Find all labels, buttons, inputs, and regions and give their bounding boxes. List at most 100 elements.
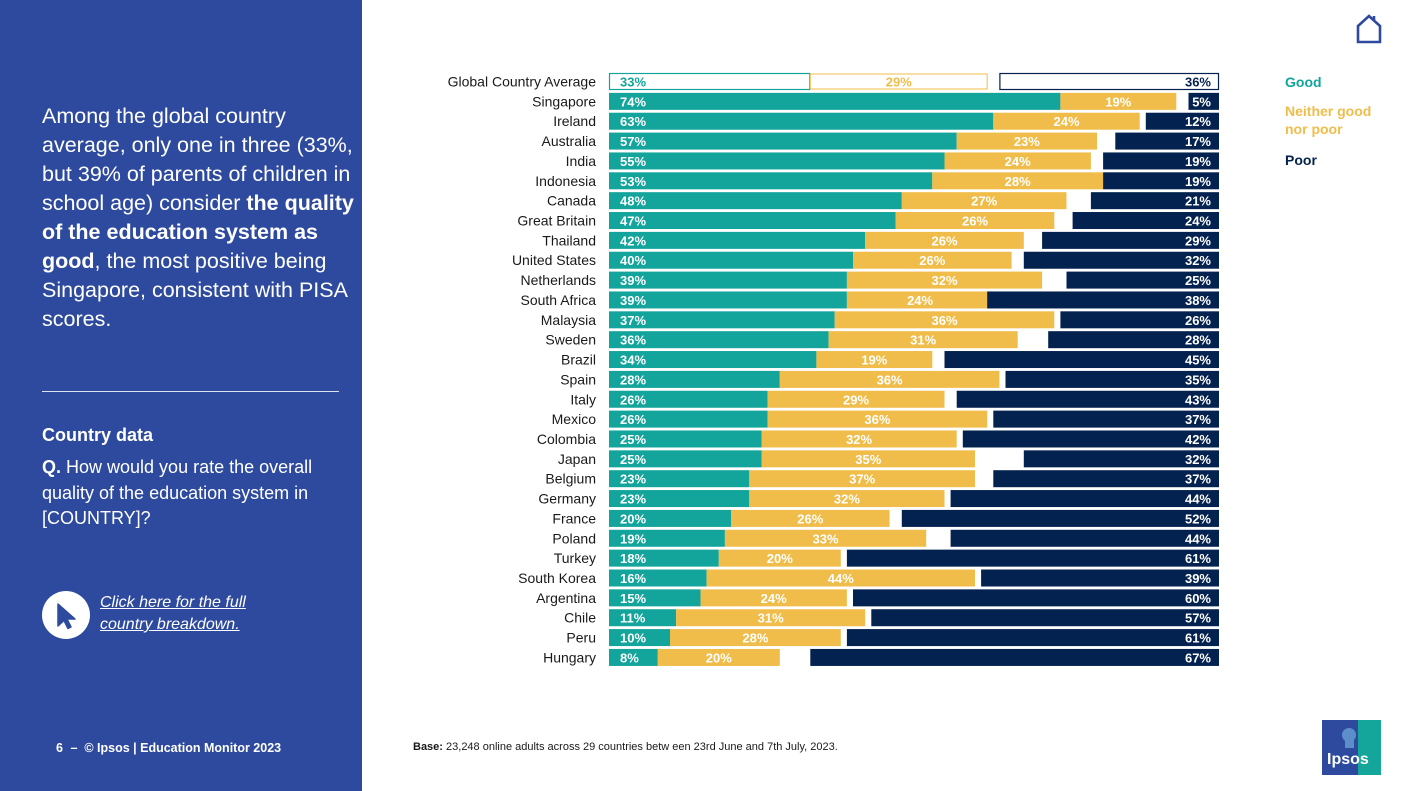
category-label-thailand: Thailand <box>542 232 596 248</box>
bar-good-spain <box>609 370 780 388</box>
value-label-poor-france: 52% <box>1185 511 1211 526</box>
category-label-south-africa: South Africa <box>521 292 597 308</box>
category-label-brazil: Brazil <box>561 352 596 368</box>
value-label-poor-south-korea: 39% <box>1185 571 1211 586</box>
bar-poor-sweden <box>1048 331 1219 349</box>
category-label-poland: Poland <box>552 530 596 546</box>
value-label-poor-brazil: 45% <box>1185 353 1211 368</box>
bar-neither-united-states <box>853 251 1012 269</box>
headline-text: Among the global country average, only o… <box>42 104 353 215</box>
bar-poor-france <box>901 509 1219 527</box>
bar-poor-turkey <box>846 549 1219 567</box>
value-label-good-great-britain: 47% <box>620 214 646 229</box>
category-label-australia: Australia <box>542 133 597 149</box>
bar-neither-italy <box>767 390 945 408</box>
value-label-neither-united-states: 26% <box>919 253 945 268</box>
value-label-good-hungary: 8% <box>620 650 639 665</box>
bar-poor-malaysia <box>1060 311 1219 329</box>
bar-neither-hungary <box>657 648 780 666</box>
value-label-poor-netherlands: 25% <box>1185 273 1211 288</box>
value-label-neither-south-africa: 24% <box>907 293 933 308</box>
value-label-good-belgium: 23% <box>620 472 646 487</box>
bar-good-canada <box>609 192 902 210</box>
value-label-good-colombia: 25% <box>620 432 646 447</box>
question-text: How would you rate the overall quality o… <box>42 457 313 528</box>
value-label-good-canada: 48% <box>620 194 646 209</box>
value-label-poor-italy: 43% <box>1185 392 1211 407</box>
bar-neither-germany <box>749 490 945 508</box>
bar-poor-south-africa <box>987 291 1219 309</box>
home-icon[interactable] <box>1352 12 1386 46</box>
bar-poor-netherlands <box>1066 271 1219 289</box>
value-label-neither-indonesia: 28% <box>1005 174 1031 189</box>
category-label-turkey: Turkey <box>554 550 596 566</box>
bar-poor-canada <box>1090 192 1219 210</box>
bar-good-peru <box>609 629 670 647</box>
bar-good-great-britain <box>609 212 896 230</box>
value-label-good-france: 20% <box>620 511 646 526</box>
bar-poor-poland <box>950 529 1219 547</box>
divider <box>42 391 339 392</box>
bar-poor-global-country-average <box>999 72 1220 91</box>
bar-neither-south-africa <box>846 291 994 309</box>
bar-neither-peru <box>670 629 841 647</box>
value-label-neither-india: 24% <box>1005 154 1031 169</box>
bar-poor-belgium <box>993 470 1219 488</box>
value-label-neither-singapore: 19% <box>1105 94 1131 109</box>
value-label-good-india: 55% <box>620 154 646 169</box>
sidebar-panel: Among the global country average, only o… <box>0 0 362 791</box>
value-label-good-turkey: 18% <box>620 551 646 566</box>
value-label-poor-indonesia: 19% <box>1185 174 1211 189</box>
footer-separator: – <box>70 741 78 755</box>
value-label-neither-great-britain: 26% <box>962 214 988 229</box>
bar-neither-malaysia <box>834 311 1055 329</box>
bar-poor-argentina <box>853 589 1219 607</box>
cursor-icon[interactable] <box>42 591 90 639</box>
value-label-neither-mexico: 36% <box>864 412 890 427</box>
value-label-good-brazil: 34% <box>620 353 646 368</box>
value-label-neither-france: 26% <box>797 511 823 526</box>
bar-poor-chile <box>871 609 1219 627</box>
category-label-south-korea: South Korea <box>518 570 596 586</box>
value-label-poor-germany: 44% <box>1185 492 1211 507</box>
bar-neither-mexico <box>767 410 988 428</box>
value-label-good-united-states: 40% <box>620 253 646 268</box>
bar-good-malaysia <box>609 311 835 329</box>
bar-neither-france <box>731 509 890 527</box>
category-label-great-britain: Great Britain <box>517 213 596 229</box>
legend-neither: Neither good nor poor <box>1285 103 1372 137</box>
bar-neither-singapore <box>1060 92 1177 110</box>
value-label-poor-mexico: 37% <box>1185 412 1211 427</box>
value-label-neither-poland: 33% <box>813 531 839 546</box>
bar-neither-turkey <box>718 549 841 567</box>
bar-good-india <box>609 152 945 170</box>
bar-neither-poland <box>724 529 927 547</box>
question-prefix: Q. <box>42 457 62 477</box>
bar-poor-spain <box>1005 370 1219 388</box>
value-label-poor-singapore: 5% <box>1192 94 1211 109</box>
bar-neither-india <box>944 152 1091 170</box>
bar-neither-colombia <box>761 430 957 448</box>
bar-good-ireland <box>609 112 994 130</box>
bar-good-australia <box>609 132 957 150</box>
category-label-germany: Germany <box>538 491 596 507</box>
bar-good-hungary <box>609 648 658 666</box>
base-text: 23,248 online adults across 29 countries… <box>442 741 838 753</box>
value-label-neither-peru: 28% <box>742 631 768 646</box>
value-label-neither-ireland: 24% <box>1053 114 1079 129</box>
value-label-neither-global-country-average: 29% <box>886 75 912 90</box>
bar-good-belgium <box>609 470 750 488</box>
section-title: Country data <box>42 425 154 445</box>
value-label-good-argentina: 15% <box>620 591 646 606</box>
category-label-malaysia: Malaysia <box>541 312 596 328</box>
bar-poor-indonesia <box>1103 172 1219 190</box>
full-breakdown-link[interactable]: Click here for the full country breakdow… <box>100 594 246 633</box>
value-label-good-sweden: 36% <box>620 333 646 348</box>
value-label-good-poland: 19% <box>620 531 646 546</box>
bar-neither-south-korea <box>706 569 975 587</box>
bar-neither-canada <box>901 192 1067 210</box>
bar-good-turkey <box>609 549 719 567</box>
category-label-india: India <box>566 153 597 169</box>
bar-good-colombia <box>609 430 762 448</box>
bar-poor-italy <box>956 390 1219 408</box>
